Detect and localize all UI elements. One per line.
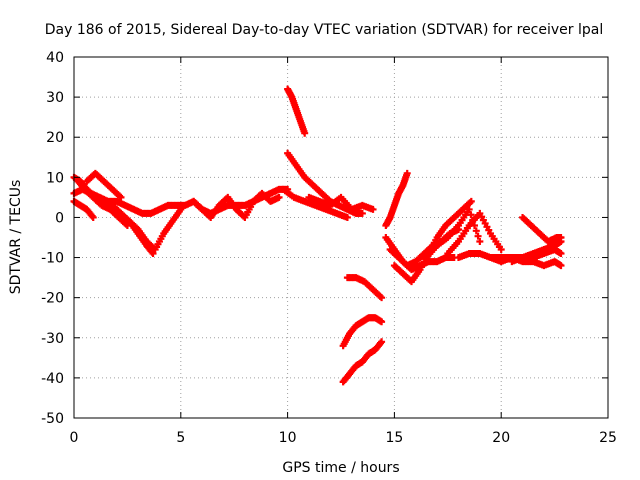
data-series: [284, 85, 309, 137]
data-series: [74, 177, 131, 229]
data-point: [467, 197, 475, 205]
data-series: [343, 274, 386, 302]
data-series: [519, 213, 565, 246]
data-series: [390, 197, 475, 286]
y-tick-label: -20: [41, 291, 64, 307]
y-tick-label: -50: [41, 411, 64, 427]
data-point: [465, 205, 473, 213]
data-series: [126, 205, 185, 254]
data-point: [557, 250, 565, 258]
data-point: [497, 246, 505, 254]
y-axis-label: SDTVAR / TECUs: [8, 180, 24, 295]
data-point: [89, 213, 97, 221]
data-point: [378, 294, 386, 302]
grid-lines: [74, 57, 608, 418]
y-tick-label: 30: [46, 90, 64, 106]
data-point: [472, 227, 480, 235]
data-point: [358, 209, 366, 217]
x-axis-label: GPS time / hours: [282, 460, 399, 476]
x-tick-label: 10: [279, 430, 297, 446]
x-tick-label: 15: [385, 430, 403, 446]
data-series: [70, 197, 97, 221]
x-tick-label: 0: [70, 430, 79, 446]
plot-frame: [73, 56, 609, 419]
data-point: [557, 238, 565, 246]
data-point: [177, 205, 185, 213]
x-tick-label: 5: [176, 430, 185, 446]
y-tick-label: 0: [55, 210, 64, 226]
x-tick-label: 25: [599, 430, 617, 446]
data-series: [339, 338, 386, 386]
data-series: [305, 193, 377, 213]
data-series: [83, 169, 125, 201]
y-tick-label: 40: [46, 50, 64, 66]
data-series: [508, 238, 565, 266]
data-series: [339, 314, 386, 350]
data-series: [444, 209, 505, 258]
chart-title: Day 186 of 2015, Sidereal Day-to-day VTE…: [45, 22, 603, 38]
y-tick-label: 10: [46, 170, 64, 186]
data-point: [403, 169, 411, 177]
data-point: [378, 318, 386, 326]
y-tick-label: 20: [46, 130, 64, 146]
data-point: [343, 213, 351, 221]
data-point: [123, 221, 131, 229]
data-series: [422, 205, 484, 262]
data-point: [557, 262, 565, 270]
data-points: [70, 85, 565, 386]
y-tick-label: -40: [41, 371, 64, 387]
data-point: [275, 193, 283, 201]
data-series: [190, 189, 283, 221]
data-point: [117, 193, 125, 201]
y-tick-label: -30: [41, 331, 64, 347]
y-tick-label: -10: [41, 251, 64, 267]
data-point: [476, 238, 484, 246]
data-point: [369, 205, 377, 213]
data-point: [467, 211, 475, 219]
data-series: [382, 169, 411, 229]
x-tick-label: 20: [492, 430, 510, 446]
data-point: [378, 338, 386, 346]
data-point: [474, 232, 482, 240]
axis-ticks: 0 5 10 15 20 25 -50 -40 -30 -20 -10 0 10 20 30 40: [41, 50, 617, 446]
data-point: [301, 129, 309, 137]
